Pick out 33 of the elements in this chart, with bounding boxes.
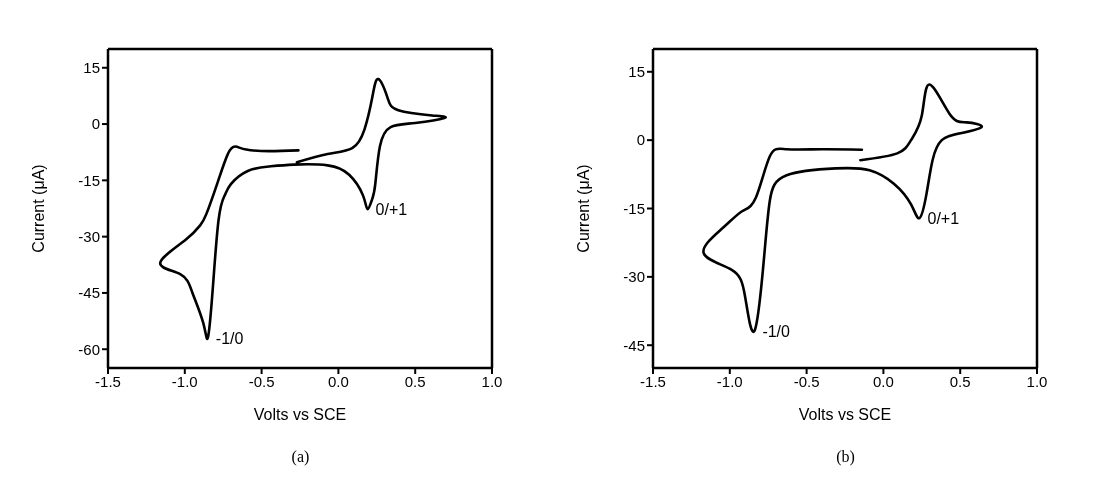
text: (a) (290, 448, 311, 466)
y-tick-label: 0 (636, 131, 645, 149)
x-axis-title: Volts vs SCE (798, 406, 892, 423)
x-tick-label: 0.0 (872, 372, 894, 390)
x-tick-label: 1.0 (1026, 372, 1048, 390)
y-tick-label: 15 (628, 63, 645, 81)
y-tick-label: 0 (91, 115, 100, 133)
x-tick-label: 0.0 (327, 372, 349, 390)
y-tick-label: -45 (78, 284, 100, 302)
x-tick-label: -1.0 (716, 372, 743, 390)
x-tick-label: 1.0 (481, 372, 503, 390)
y-tick-label: -15 (78, 171, 100, 189)
y-tick-label: -30 (78, 227, 100, 245)
x-tick-label: 0.5 (949, 372, 971, 390)
x-axis-title: Volts vs SCE (253, 406, 347, 423)
y-tick-label: -45 (623, 336, 645, 354)
y-tick-label: -15 (623, 199, 645, 217)
y-tick-label: 15 (83, 59, 100, 77)
x-tick-label: -0.5 (793, 372, 820, 390)
annotation: -1/0 (762, 322, 791, 340)
y-tick-label: -30 (623, 268, 645, 286)
x-tick-label: -1.5 (95, 372, 121, 390)
x-tick-label: -1.5 (640, 372, 666, 390)
x-tick-label: -0.5 (248, 372, 275, 390)
x-tick-label: -1.0 (171, 372, 198, 390)
annotation: -1/0 (215, 329, 244, 347)
y-axis-title: Current (μA) (29, 164, 47, 253)
text: (b) (835, 448, 856, 466)
annotation: 0/+1 (375, 200, 408, 218)
x-tick-label: 0.5 (404, 372, 426, 390)
y-axis-title: Current (μA) (574, 164, 592, 253)
annotation: 0/+1 (927, 209, 960, 227)
y-tick-label: -60 (78, 340, 100, 358)
